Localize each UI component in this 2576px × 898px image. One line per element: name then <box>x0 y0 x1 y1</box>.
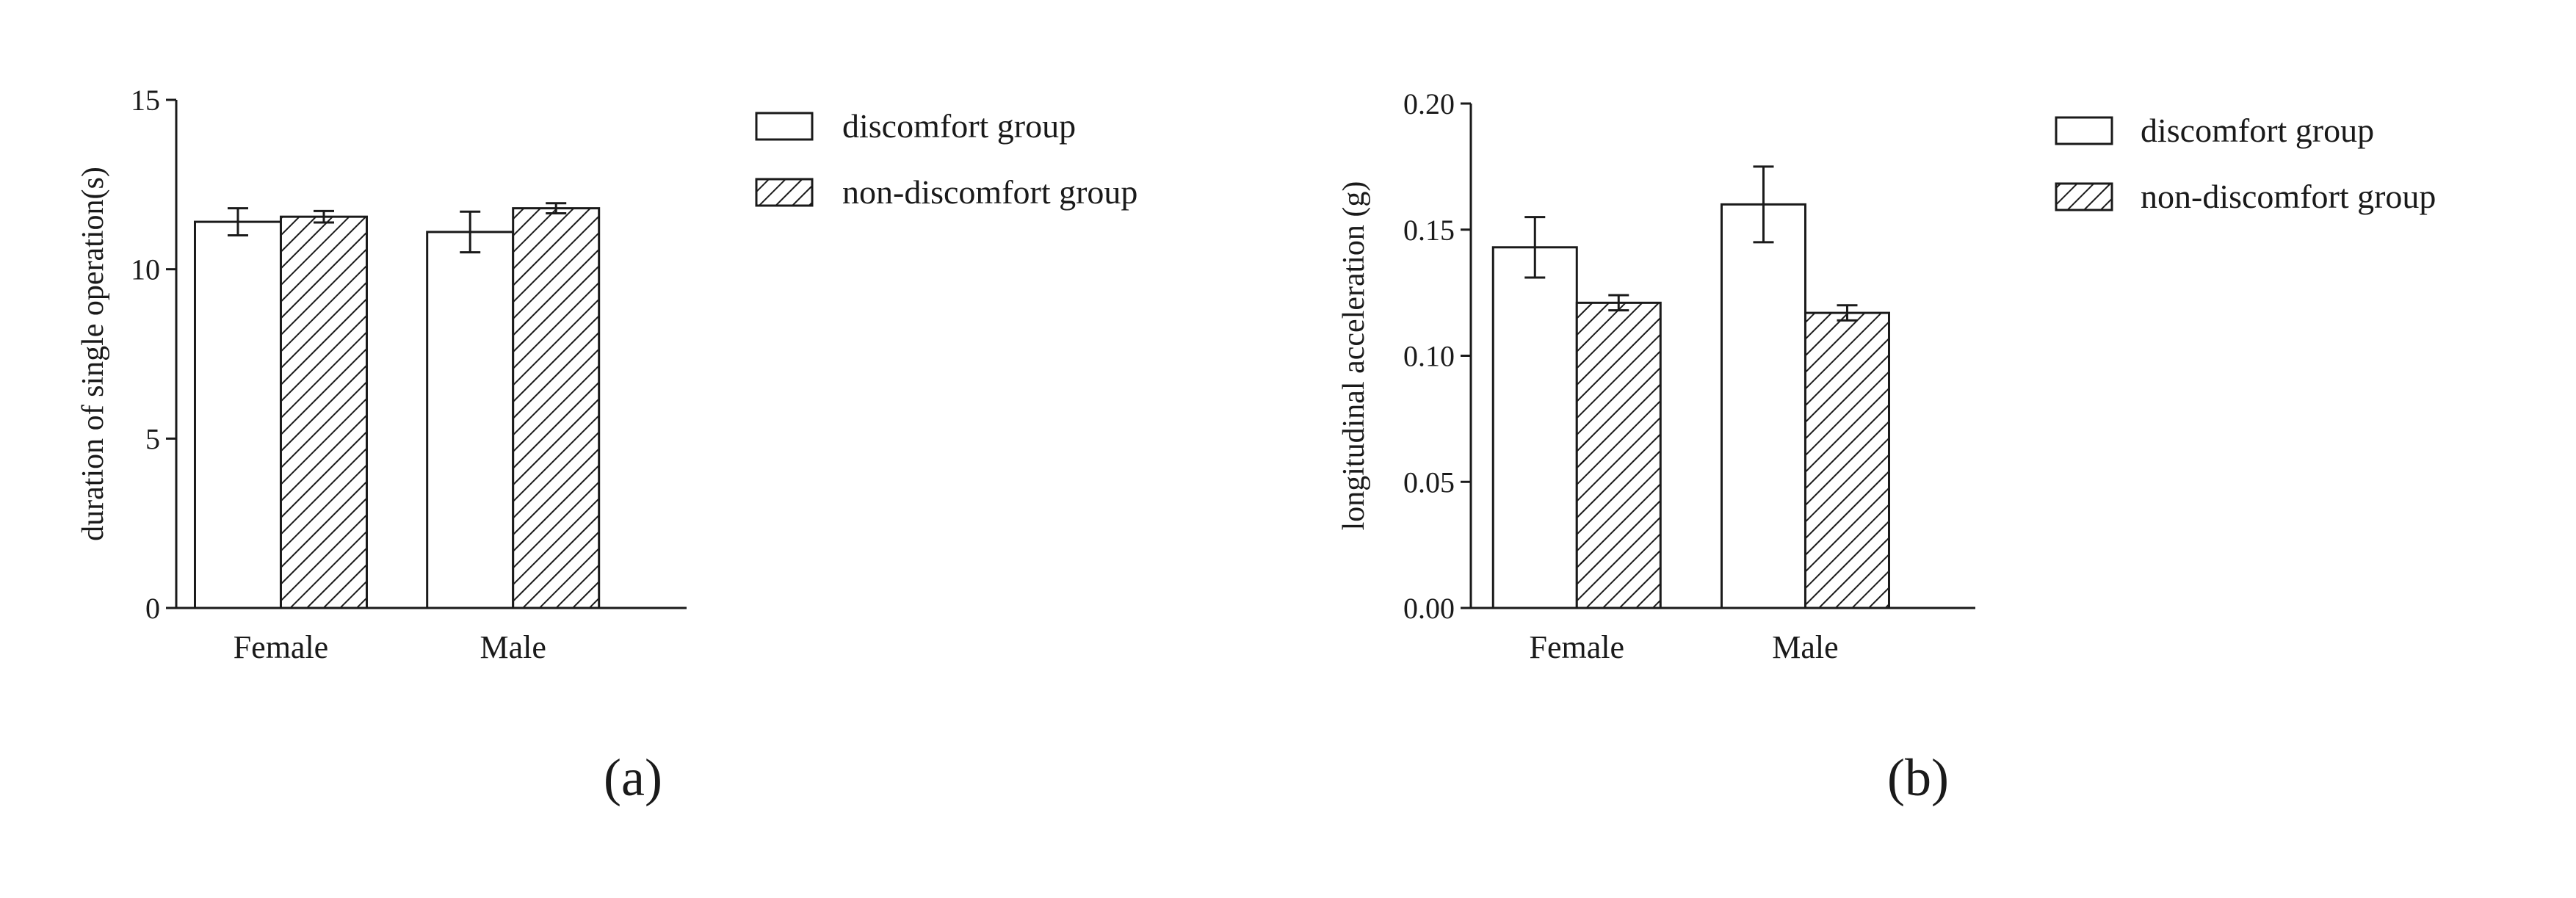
legend-label: non-discomfort group <box>842 173 1137 211</box>
legend-label: non-discomfort group <box>2141 178 2436 215</box>
x-category-label: Female <box>1530 629 1625 665</box>
bar-male-non-discomfort <box>512 207 601 609</box>
y-tick-label: 0.00 <box>1403 592 1455 625</box>
bar-female-non-discomfort <box>1575 301 1662 609</box>
y-tick-label: 10 <box>131 253 160 286</box>
y-axis-label: duration of single operation(s) <box>76 167 110 541</box>
legend-swatch <box>2055 182 2113 211</box>
panel-label: (b) <box>1887 748 1949 807</box>
chart-panel-a: 0 5 10 15 duration of single operation(s) Fem… <box>76 84 1137 807</box>
y-axis-label: longitudinal acceleration (g) <box>1337 181 1371 531</box>
legend-swatch <box>2055 116 2113 145</box>
bar-female-discomfort <box>193 220 282 609</box>
bar-female-non-discomfort <box>279 215 368 609</box>
bar-male-discomfort <box>426 231 515 609</box>
bar-male-non-discomfort <box>1803 311 1890 609</box>
y-tick-label: 0.05 <box>1403 466 1455 499</box>
x-category-label: Female <box>234 629 329 665</box>
panel-label: (a) <box>604 748 662 807</box>
bar-female-discomfort <box>1491 246 1578 609</box>
y-tick-label: 0.10 <box>1403 340 1455 373</box>
bar-male-discomfort <box>1720 203 1806 609</box>
chart-panel-b: 0.00 0.05 0.10 0.15 0.20 longitudinal acceler… <box>1337 87 2436 807</box>
x-category-label: Male <box>480 629 546 665</box>
x-category-label: Male <box>1772 629 1838 665</box>
legend-label: discomfort group <box>842 107 1076 145</box>
y-tick-label: 0.20 <box>1403 87 1455 120</box>
legend-swatch <box>755 112 814 141</box>
legend-swatch <box>755 178 814 207</box>
y-tick-label: 15 <box>131 84 160 117</box>
y-tick-label: 0 <box>145 592 160 625</box>
legend-label: discomfort group <box>2141 112 2374 149</box>
y-tick-label: 5 <box>145 422 160 455</box>
y-tick-label: 0.15 <box>1403 214 1455 247</box>
